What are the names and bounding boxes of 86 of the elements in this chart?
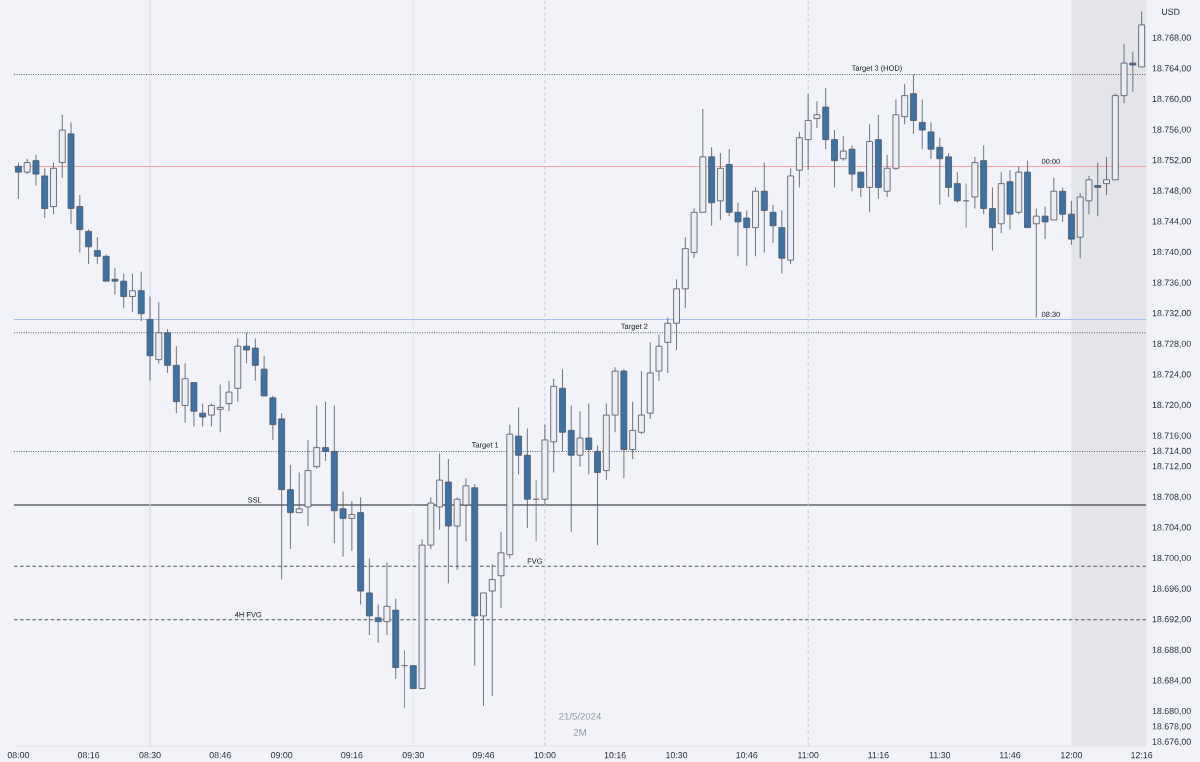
y-axis-title: USD: [1162, 8, 1180, 15]
x-tick-label: 10:46: [736, 752, 758, 759]
y-tick-label: 18.752,00: [1152, 157, 1191, 165]
candlestick: [796, 131, 803, 188]
x-tick-label: 09:00: [270, 752, 293, 759]
y-tick-label: 18.744,00: [1152, 218, 1191, 226]
y-tick-label: 18.720,00: [1152, 401, 1191, 410]
candlestick: [1103, 156, 1110, 196]
annotation: 21/5/2024: [559, 712, 602, 720]
candlestick: [646, 341, 654, 420]
y-tick-label: 18.736,00: [1152, 279, 1191, 287]
y-tick-label: 18.696,00: [1152, 585, 1191, 593]
candlestick: [804, 93, 812, 171]
candlestick: [1059, 187, 1067, 223]
candlestick: [874, 114, 882, 200]
y-tick-label: 18.708,00: [1152, 493, 1191, 501]
candlestick: [243, 332, 250, 364]
candlestick: [93, 236, 101, 265]
candlestick: [787, 167, 794, 265]
candlestick: [216, 384, 224, 433]
candlestick: [760, 162, 768, 253]
candlestick: [129, 273, 136, 313]
candlestick: [15, 162, 22, 200]
y-tick-label: 18.684,00: [1152, 677, 1191, 685]
candlestick: [953, 171, 961, 204]
x-tick-label: 10:00: [534, 752, 556, 759]
candlestick: [638, 370, 645, 435]
candlestick: [1068, 200, 1075, 246]
y-tick-label: 18.678,00: [1152, 723, 1191, 731]
x-tick-label: 08:00: [7, 752, 30, 759]
candlestick: [866, 123, 873, 213]
x-tick-label: 08:16: [77, 752, 100, 759]
y-tick-label: 18.680,00: [1152, 707, 1191, 716]
x-tick-label: 12:16: [1131, 752, 1153, 759]
y-tick-label: 18.748,00: [1152, 187, 1191, 195]
y-tick-label: 18.760,00: [1152, 95, 1191, 104]
y-tick-label: 18.700,00: [1152, 554, 1191, 563]
candlestick: [199, 403, 207, 427]
y-tick-label: 18.714,00: [1152, 447, 1191, 456]
y-tick-label: 18.740,00: [1152, 248, 1191, 257]
candlestick: [251, 338, 259, 382]
y-tick-label: 18.732,00: [1152, 310, 1191, 318]
candlestick: [234, 338, 242, 403]
x-tick-label: 09:46: [472, 752, 495, 759]
candlestick: [945, 152, 952, 198]
candlestick: [655, 334, 663, 382]
candlestick: [752, 187, 759, 257]
candlestick: [225, 380, 233, 412]
candlestick: [831, 129, 838, 188]
candlestick: [559, 368, 566, 452]
candlestick: [708, 146, 716, 227]
candlestick: [989, 187, 996, 251]
y-tick-label: 18.768,00: [1152, 34, 1191, 42]
y-tick-label: 18.712,00: [1152, 463, 1191, 471]
y-tick-label: 18.764,00: [1152, 65, 1191, 73]
x-tick-label: 09:16: [341, 752, 363, 759]
candlestick: [322, 401, 329, 462]
candlestick: [717, 152, 724, 221]
candlestick: [137, 271, 145, 322]
candlestick: [313, 405, 321, 470]
y-tick-label: 18.688,00: [1152, 646, 1191, 654]
annotation: 2M: [573, 729, 586, 736]
y-tick-label: 18.704,00: [1152, 524, 1191, 532]
candlestick: [769, 204, 777, 244]
y-tick-label: 18.676,00: [1152, 738, 1191, 746]
x-tick-label: 11:00: [798, 752, 819, 759]
candlestick: [287, 464, 294, 550]
y-tick-label: 18.724,00: [1152, 371, 1191, 379]
candlestick: [41, 167, 49, 219]
y-tick-label: 18.756,00: [1152, 126, 1191, 134]
x-tick-label: 11:30: [929, 752, 951, 759]
x-tick-label: 11:16: [868, 752, 889, 759]
y-tick-label: 18.728,00: [1152, 340, 1191, 348]
y-tick-label: 18.692,00: [1152, 616, 1191, 624]
x-tick-label: 10:30: [666, 752, 688, 759]
x-tick-label: 09:30: [402, 752, 424, 759]
x-tick-label: 12:00: [1061, 752, 1083, 759]
candlestick: [918, 99, 926, 150]
x-tick-label: 08:30: [139, 752, 161, 759]
x-tick-label: 08:46: [209, 752, 231, 759]
x-tick-label: 10:16: [604, 752, 626, 759]
candlestick: [778, 209, 786, 274]
candlestick: [910, 74, 917, 135]
candlestick: [50, 162, 57, 215]
x-tick-label: 11:46: [999, 752, 1021, 759]
y-tick-label: 18.716,00: [1152, 432, 1191, 440]
